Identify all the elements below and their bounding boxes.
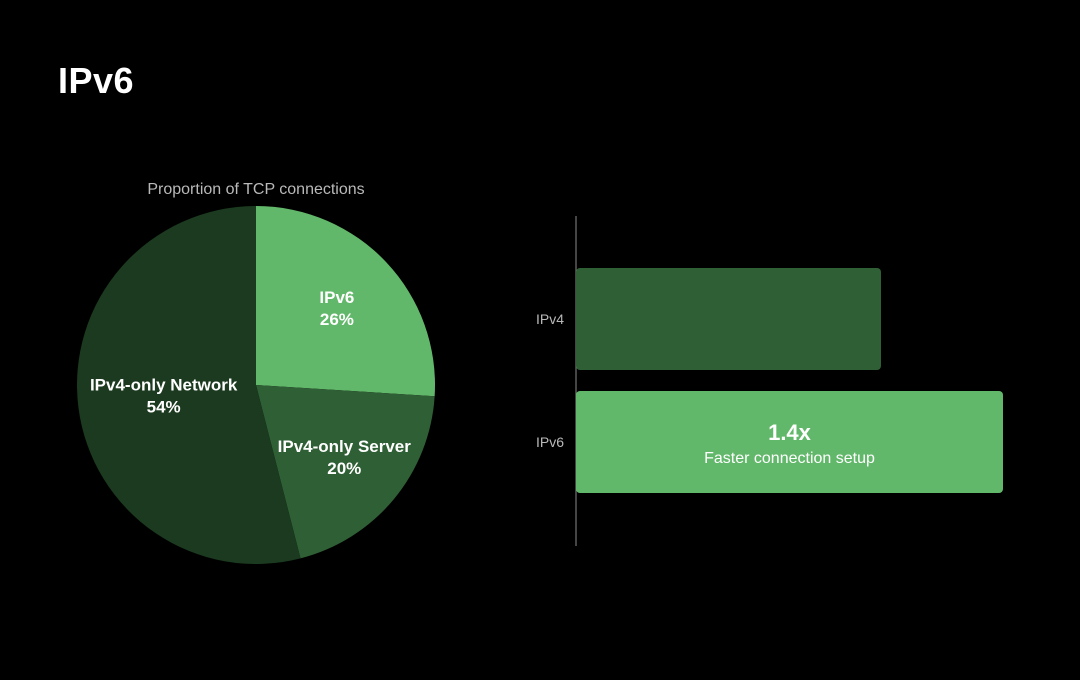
pie-chart: Proportion of TCP connections IPv6 26% IPv…: [0, 0, 520, 675]
bar-ipv6: [576, 391, 1003, 493]
bar-chart-svg: IPv4 IPv6 1.4x Faster connection setup: [536, 216, 1003, 546]
pie-slice-label: IPv4-only Network: [90, 376, 238, 395]
pie-slice-value: 20%: [327, 459, 361, 478]
pie-slice-label: IPv6: [319, 288, 354, 307]
bar-chart: IPv4 IPv6 1.4x Faster connection setup: [500, 200, 1040, 560]
slide-title: IPv6: [58, 60, 135, 101]
bar-category-label: IPv4: [536, 311, 564, 327]
bar-ipv4: [576, 268, 881, 370]
pie-slice-value: 26%: [320, 310, 354, 329]
pie-chart-title: Proportion of TCP connections: [147, 181, 364, 198]
bar-category-label: IPv6: [536, 434, 564, 450]
bar-annotation-caption: Faster connection setup: [704, 450, 875, 467]
pie-slice-ipv4-only-network: [77, 205, 301, 564]
bar-annotation-value: 1.4x: [768, 420, 812, 445]
pie-slice-value: 54%: [147, 398, 181, 417]
pie-chart-svg: Proportion of TCP connections IPv6 26% IPv…: [77, 181, 435, 564]
pie-slice-label: IPv4-only Server: [278, 437, 412, 456]
pie-slice-ipv6: [256, 206, 435, 397]
pie-slice-ipv4-only-server: [256, 385, 435, 559]
